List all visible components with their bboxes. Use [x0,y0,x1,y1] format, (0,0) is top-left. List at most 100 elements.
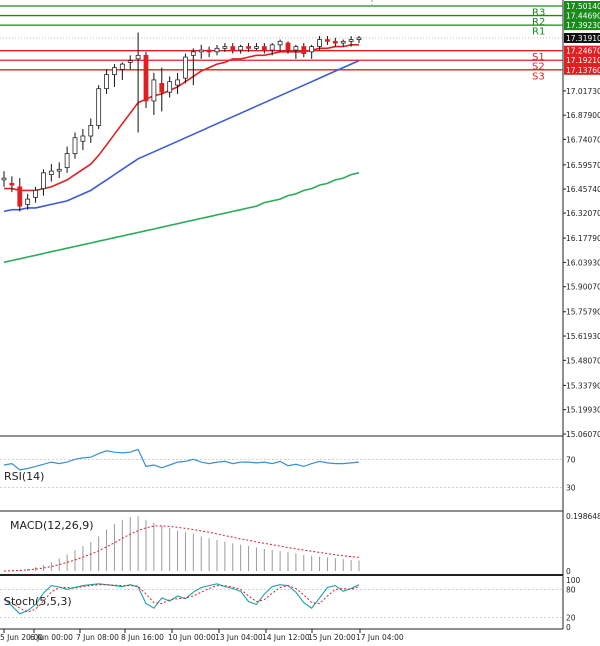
candle-body [277,40,283,46]
candle-body [206,49,212,53]
candle-body [261,46,267,51]
level-price-tag [564,20,600,31]
level-name-s2: S2 [532,62,545,73]
price-tick-label: 16.45740 [566,185,600,194]
price-tick-label: 16.59570 [566,161,600,170]
candle-body [356,37,362,40]
ma-fast-line [4,43,359,192]
candle-body [96,88,102,126]
level-name-r3: R3 [532,8,545,19]
candle-body [285,42,291,51]
candle-body [17,186,23,207]
time-tick-label: 17 Jun 04:00 [356,633,404,642]
candle-body [33,189,38,198]
time-tick-label: 7 Jun 08:00 [76,633,119,642]
price-tick-label: 15.48070 [566,356,600,365]
candle-body [48,170,54,175]
level-price-label: 17.19210 [566,56,600,65]
stoch-tick-label: 0 [566,623,571,632]
price-tick-label: 15.06070 [566,430,600,439]
candle-body [41,172,46,190]
time-tick-label: 6 Jun 00:00 [30,633,73,642]
current-price-tag [564,32,600,43]
candle-body [309,46,315,53]
candle-body [104,74,109,90]
level-price-label: 17.39230 [566,21,600,30]
level-price-tag [564,10,600,21]
price-tick-label: 16.32070 [566,209,600,218]
time-tick-label: 8 Jun 16:00 [121,633,164,642]
candle-body [88,125,94,137]
candle-body [301,46,307,54]
price-tick-label: 15.61930 [566,332,600,341]
stoch-tick-label: 80 [566,585,576,594]
candle-body [332,40,338,44]
candle-body [190,51,196,56]
level-price-tag [564,55,600,66]
time-tick-label: 10 Jun 00:00 [168,633,216,642]
candle-body [238,46,244,51]
rsi-tick-label: 70 [566,455,576,464]
candle-body [317,39,322,47]
candle-body [175,79,180,86]
stoch-tick-label: 100 [566,576,581,585]
candle-body [72,137,78,154]
price-tick-label: 15.19930 [566,406,600,415]
macd-tick-label: 0 [566,567,571,576]
candle-body [348,39,354,42]
level-name-r1: R1 [532,27,545,38]
candle-body [214,47,220,53]
rsi-tick-label: 30 [566,484,576,493]
price-tick-label: 15.90070 [566,283,600,292]
macd-signal-line [3,525,360,572]
candle-body [167,81,173,93]
stoch-d-line [3,584,360,613]
stoch-tick-label: 20 [566,614,576,623]
time-tick-label: 15 Jun 20:00 [308,633,356,642]
candle-body [183,56,188,79]
candle-body [135,54,141,60]
candle-body [56,168,62,172]
time-tick-label: 14 Jun 12:00 [262,633,310,642]
level-price-label: 17.13760 [566,66,600,75]
level-price-tag [564,64,600,75]
candle-body [325,39,330,42]
candle-body [159,83,165,93]
candle-body [198,49,204,53]
candle-body [340,40,346,44]
stoch-label: Stoch(5,5,3) [4,595,72,608]
price-tick-label: 16.17790 [566,234,600,243]
price-tick-label: 17.01730 [566,87,600,96]
candle-body [269,44,275,51]
candle-body [25,198,31,205]
price-tick-label: 15.75790 [566,308,600,317]
candle-body [293,46,299,51]
price-tick-label: 16.74070 [566,135,600,144]
level-price-label: 17.44690 [566,12,600,21]
candle-body [119,63,125,70]
time-tick-label: 13 Jun 04:00 [215,633,263,642]
candle-body [1,177,7,181]
ma-mid-line [3,59,360,213]
level-name-s3: S3 [532,71,545,82]
candle-body [80,135,86,142]
candle-body [64,153,70,168]
stoch-k-line [3,583,360,615]
candle-body [230,46,236,51]
rsi-line [3,448,360,471]
time-tick-label: 5 Jun 20:00 [0,633,43,642]
candle-body [143,54,149,102]
ma-slow-line [3,172,360,264]
candle-body [246,46,251,49]
level-name-r2: R2 [532,17,545,28]
candle-body [222,46,228,49]
level-name-s1: S1 [532,52,545,63]
candle-body [127,60,133,63]
candle-body [112,67,117,76]
current-price-label: 17.31910 [566,34,600,43]
macd-tick-label: 0.198648 [566,512,600,521]
level-price-tag [564,1,600,11]
macd-label: MACD(12,26,9) [10,519,94,532]
